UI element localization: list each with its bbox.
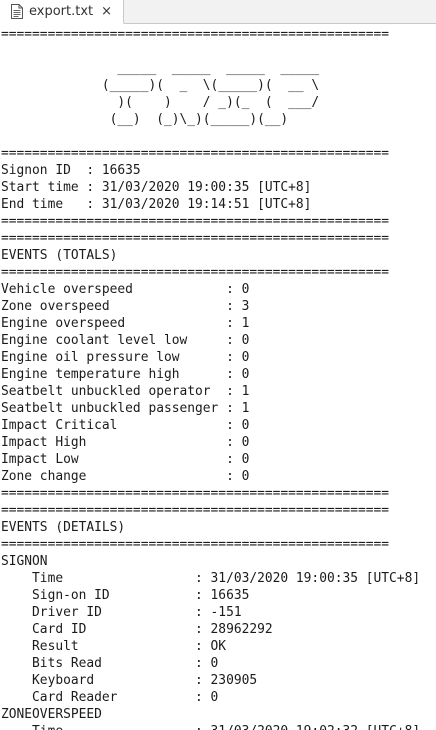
text-line: (_____)( _ \(_____)( __ \ bbox=[1, 77, 420, 94]
text-line: ========================================… bbox=[1, 230, 420, 247]
text-line: (__) (_)\_)(_____)(__) bbox=[1, 111, 420, 128]
text-editor[interactable]: ========================================… bbox=[0, 24, 436, 730]
text-line: Sign-on ID : 16635 bbox=[1, 587, 420, 604]
text-line: Result : OK bbox=[1, 638, 420, 655]
text-line: Seatbelt unbuckled passenger : 1 bbox=[1, 400, 420, 417]
text-line: Zone change : 0 bbox=[1, 468, 420, 485]
text-line: Card ID : 28962292 bbox=[1, 621, 420, 638]
tab-title: export.txt bbox=[29, 4, 93, 19]
text-line: Engine coolant level low : 0 bbox=[1, 332, 420, 349]
tab-bar: export.txt × bbox=[0, 0, 436, 24]
text-line: Start time : 31/03/2020 19:00:35 [UTC+8] bbox=[1, 179, 420, 196]
text-line: Impact Critical : 0 bbox=[1, 417, 420, 434]
text-line: Vehicle overspeed : 0 bbox=[1, 281, 420, 298]
text-line: Signon ID : 16635 bbox=[1, 162, 420, 179]
text-line: EVENTS (TOTALS) bbox=[1, 247, 420, 264]
text-line: Engine oil pressure low : 0 bbox=[1, 349, 420, 366]
text-line: _____ _____ _____ _____ bbox=[1, 60, 420, 77]
text-line: Time : 31/03/2020 19:02:32 [UTC+8] bbox=[1, 723, 420, 730]
text-line: Impact Low : 0 bbox=[1, 451, 420, 468]
text-line: ZONEOVERSPEED bbox=[1, 706, 420, 723]
close-icon[interactable]: × bbox=[101, 5, 112, 18]
text-line: ========================================… bbox=[1, 502, 420, 519]
text-line: ========================================… bbox=[1, 536, 420, 553]
text-line bbox=[1, 43, 420, 60]
document-text: ========================================… bbox=[1, 26, 420, 730]
text-line: ========================================… bbox=[1, 213, 420, 230]
text-line: Card Reader : 0 bbox=[1, 689, 420, 706]
text-line: ========================================… bbox=[1, 26, 420, 43]
text-line: Seatbelt unbuckled operator : 1 bbox=[1, 383, 420, 400]
text-line: ========================================… bbox=[1, 485, 420, 502]
text-line: End time : 31/03/2020 19:14:51 [UTC+8] bbox=[1, 196, 420, 213]
text-line: Zone overspeed : 3 bbox=[1, 298, 420, 315]
text-line: SIGNON bbox=[1, 553, 420, 570]
text-line: EVENTS (DETAILS) bbox=[1, 519, 420, 536]
text-line: Impact High : 0 bbox=[1, 434, 420, 451]
tab-export-txt[interactable]: export.txt × bbox=[0, 0, 124, 24]
text-line: )( ) / _)(_ ( ___/ bbox=[1, 94, 420, 111]
text-line bbox=[1, 128, 420, 145]
text-line: Time : 31/03/2020 19:00:35 [UTC+8] bbox=[1, 570, 420, 587]
text-line: ========================================… bbox=[1, 145, 420, 162]
text-line: Keyboard : 230905 bbox=[1, 672, 420, 689]
text-line: Engine temperature high : 0 bbox=[1, 366, 420, 383]
text-file-icon bbox=[11, 4, 23, 19]
text-line: Bits Read : 0 bbox=[1, 655, 420, 672]
text-line: ========================================… bbox=[1, 264, 420, 281]
text-line: Driver ID : -151 bbox=[1, 604, 420, 621]
text-line: Engine overspeed : 1 bbox=[1, 315, 420, 332]
